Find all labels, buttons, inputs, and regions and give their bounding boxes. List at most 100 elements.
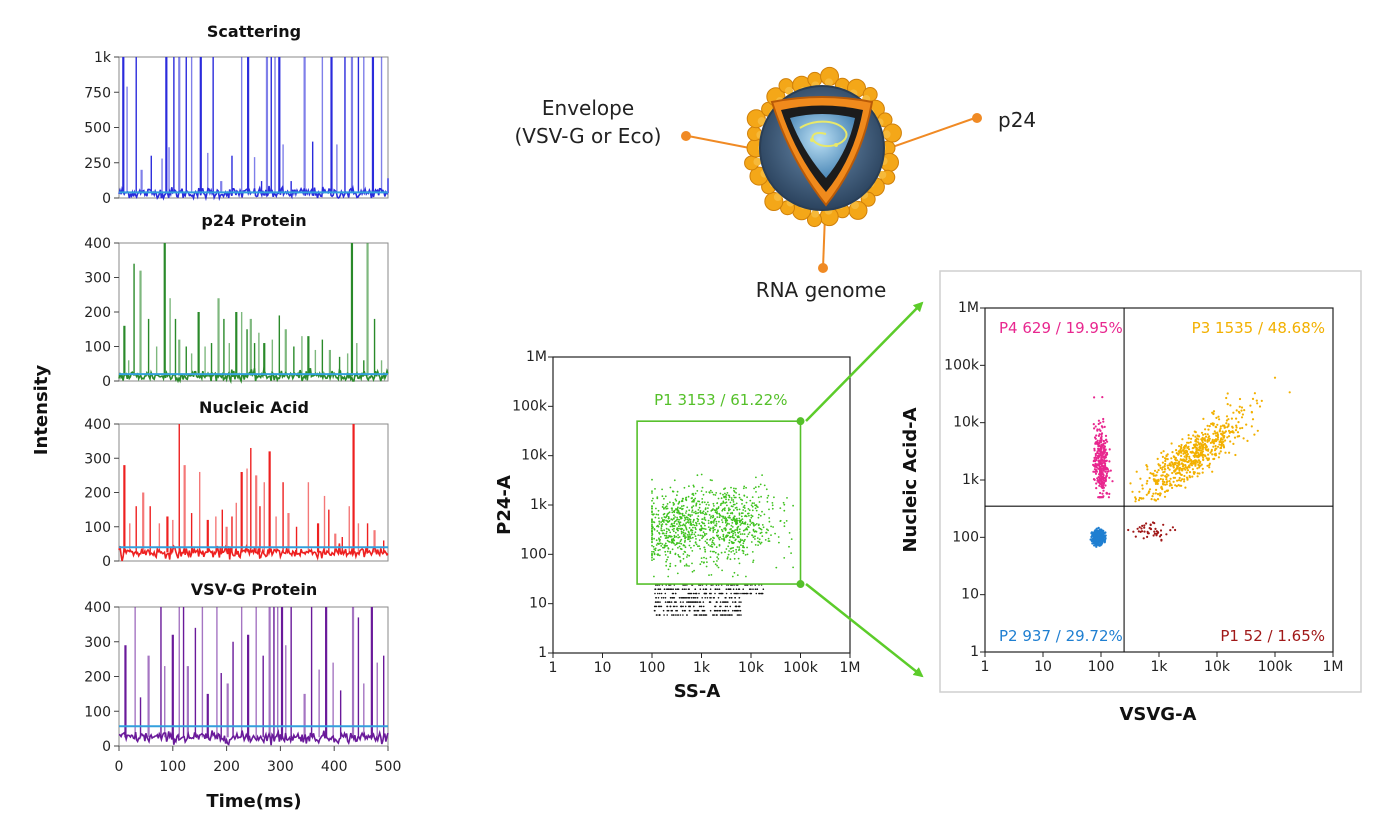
p3-point	[1211, 453, 1214, 456]
y-tick-label: 0	[102, 739, 111, 755]
event-point	[673, 534, 676, 537]
event-point	[667, 575, 670, 578]
p3-point	[1219, 450, 1222, 453]
event-point	[691, 529, 694, 532]
event-point	[704, 548, 706, 551]
p2-point	[1092, 541, 1095, 545]
p1-point	[1138, 526, 1141, 529]
event-point	[658, 520, 661, 523]
sub-threshold-point	[725, 614, 727, 616]
sub-threshold-point	[660, 597, 663, 599]
event-point	[681, 497, 684, 500]
p3-point	[1147, 492, 1150, 495]
event-point	[738, 562, 741, 565]
event-point	[673, 503, 676, 505]
event-point	[727, 507, 730, 509]
event-point	[700, 561, 703, 563]
p3-point	[1202, 417, 1205, 420]
y-tick-label: 1M	[526, 349, 547, 365]
p3-point	[1177, 484, 1180, 487]
event-point	[705, 513, 708, 516]
sub-threshold-point	[738, 605, 741, 608]
p4-point	[1101, 459, 1104, 462]
p4-point	[1097, 434, 1100, 437]
event-point	[763, 484, 766, 487]
p3-point	[1156, 481, 1159, 484]
event-point	[710, 522, 713, 524]
p3-point	[1170, 457, 1173, 460]
event-point	[723, 539, 726, 542]
p4-point	[1093, 459, 1096, 462]
event-point	[678, 501, 680, 504]
p2-point	[1099, 532, 1103, 535]
event-point	[693, 544, 695, 547]
event-point	[716, 556, 719, 558]
event-point	[741, 521, 744, 523]
sub-threshold-point	[667, 588, 670, 590]
p3-point	[1224, 439, 1227, 442]
p4-point	[1105, 472, 1108, 475]
p3-point	[1235, 424, 1238, 427]
p1-point	[1143, 530, 1146, 533]
event-point	[666, 544, 668, 547]
event-point	[676, 528, 678, 531]
p3-point	[1163, 464, 1166, 468]
event-point	[653, 548, 656, 550]
event-point	[732, 516, 735, 519]
event-point	[750, 522, 753, 524]
event-point	[701, 527, 704, 530]
trace-title: Scattering	[207, 22, 301, 41]
p3-point	[1198, 466, 1201, 469]
p4-point	[1103, 461, 1106, 464]
p3-point	[1201, 467, 1204, 470]
p3-point	[1157, 463, 1160, 466]
event-point	[676, 490, 679, 493]
event-point	[685, 516, 688, 519]
event-point	[752, 561, 754, 563]
p4-point	[1102, 495, 1105, 498]
x-tick-label: 100	[1088, 659, 1115, 675]
baseline-noise	[118, 543, 389, 562]
p3-point	[1141, 484, 1144, 487]
event-point	[672, 517, 675, 520]
p4-point	[1099, 461, 1102, 464]
p4-point	[1099, 437, 1102, 440]
event-point	[688, 485, 690, 488]
quadrant-plot-frame	[939, 270, 1362, 693]
event-point	[760, 541, 763, 544]
p3-point	[1226, 403, 1229, 406]
y-tick-label: 10	[529, 596, 547, 612]
event-point	[774, 532, 776, 535]
p3-point	[1273, 376, 1277, 379]
p3-point	[1206, 464, 1209, 467]
x-axis-title: SS-A	[674, 681, 721, 702]
p3-point	[1195, 452, 1198, 455]
event-point	[691, 562, 693, 565]
sub-threshold-point	[670, 601, 673, 603]
event-point	[670, 538, 673, 541]
p4-point	[1093, 436, 1097, 439]
sub-threshold-point	[687, 601, 689, 603]
sub-threshold-point	[742, 592, 744, 595]
p4-point	[1099, 440, 1102, 443]
event-point	[714, 494, 717, 496]
event-point	[728, 539, 731, 542]
p2-point	[1091, 537, 1095, 540]
rna-dot-b	[834, 143, 838, 147]
event-point	[669, 525, 672, 528]
event-point	[697, 509, 700, 511]
event-point	[651, 492, 653, 494]
sub-threshold-point	[674, 605, 676, 608]
p3-point	[1190, 459, 1193, 462]
event-point	[701, 518, 703, 520]
event-point	[693, 511, 695, 514]
p3-point	[1219, 440, 1222, 444]
p3-point	[1213, 453, 1216, 456]
sub-threshold-point	[705, 614, 708, 616]
p3-point	[1235, 426, 1238, 429]
sub-threshold-point	[725, 597, 727, 599]
event-point	[704, 512, 707, 514]
event-point	[659, 538, 661, 541]
event-point	[657, 513, 660, 516]
